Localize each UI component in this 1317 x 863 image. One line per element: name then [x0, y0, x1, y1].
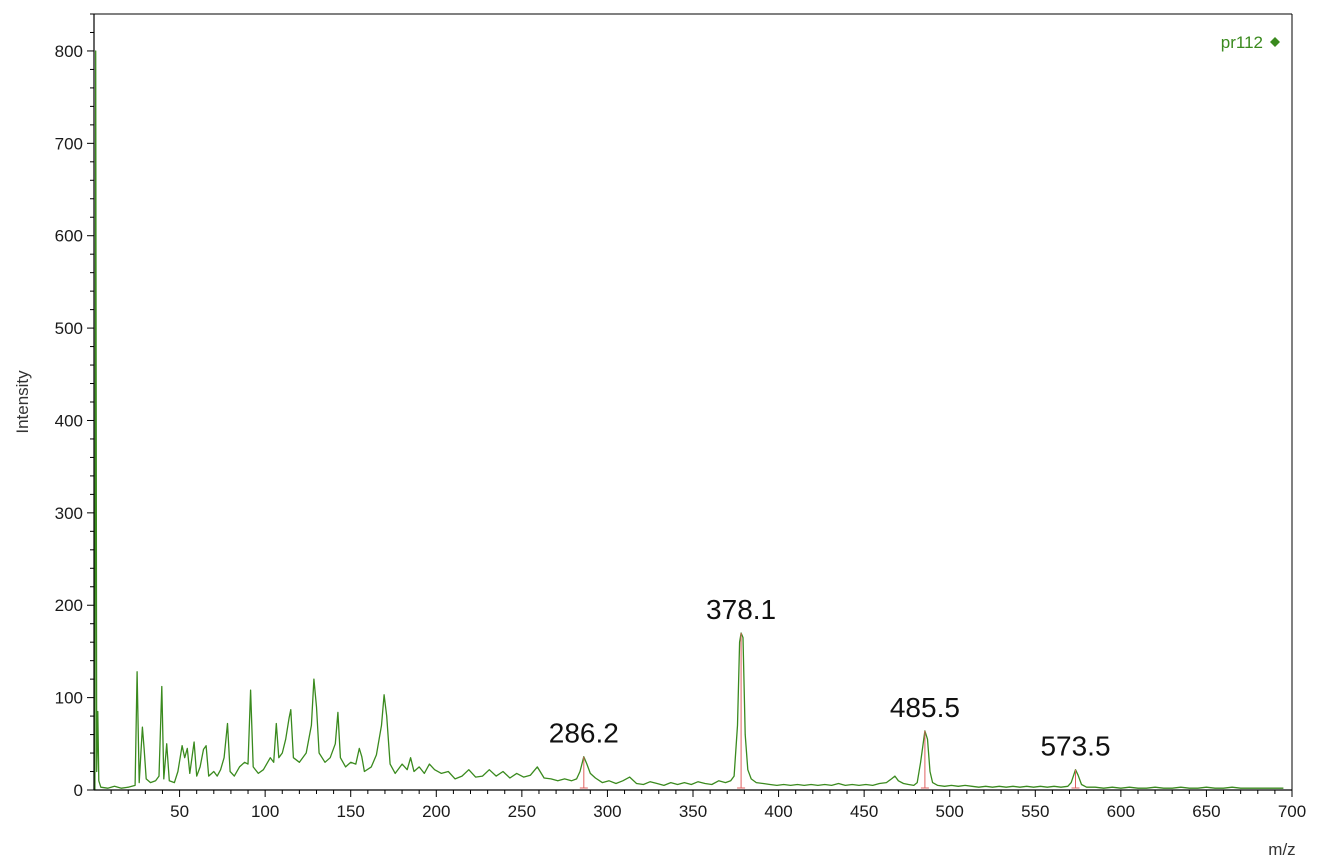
x-tick-label: 250	[508, 802, 536, 821]
x-tick-label: 650	[1192, 802, 1220, 821]
x-tick-label: 100	[251, 802, 279, 821]
y-tick-label: 600	[55, 227, 83, 246]
y-tick-label: 0	[74, 781, 83, 800]
peak-label: 286.2	[549, 718, 619, 749]
peak-labels: 286.2 378.1 485.5 573.5	[549, 594, 1111, 762]
x-tick-label: 400	[764, 802, 792, 821]
peak-markers	[579, 632, 1080, 789]
x-tick-label: 150	[337, 802, 365, 821]
y-tick-label: 800	[55, 42, 83, 61]
x-tick-label: 200	[422, 802, 450, 821]
tick-labels: 50 100 150 200 250 300 350 400 450 500 550 600 650 70…	[55, 42, 1307, 821]
x-tick-label: 50	[170, 802, 189, 821]
x-tick-label: 700	[1278, 802, 1306, 821]
y-tick-label: 500	[55, 319, 83, 338]
legend-series-name: pr112	[1221, 33, 1263, 52]
y-axis-label: Intensity	[13, 370, 32, 434]
legend-marker-icon	[1270, 37, 1280, 47]
x-tick-label: 300	[593, 802, 621, 821]
x-tick-label: 350	[679, 802, 707, 821]
peak-label: 485.5	[890, 692, 960, 723]
x-axis-label: m/z	[1268, 840, 1295, 859]
y-tick-label: 300	[55, 504, 83, 523]
y-tick-label: 100	[55, 689, 83, 708]
y-tick-label: 200	[55, 596, 83, 615]
spectrum-line	[94, 50, 1284, 791]
y-tick-label: 400	[55, 411, 83, 430]
peak-label: 573.5	[1040, 731, 1110, 762]
x-tick-label: 500	[936, 802, 964, 821]
y-tick-label: 700	[55, 134, 83, 153]
x-tick-label: 450	[850, 802, 878, 821]
x-tick-label: 550	[1021, 802, 1049, 821]
x-tick-label: 600	[1107, 802, 1135, 821]
peak-label: 378.1	[706, 594, 776, 625]
legend: pr112	[1221, 33, 1280, 52]
axis-ticks	[87, 13, 1293, 797]
